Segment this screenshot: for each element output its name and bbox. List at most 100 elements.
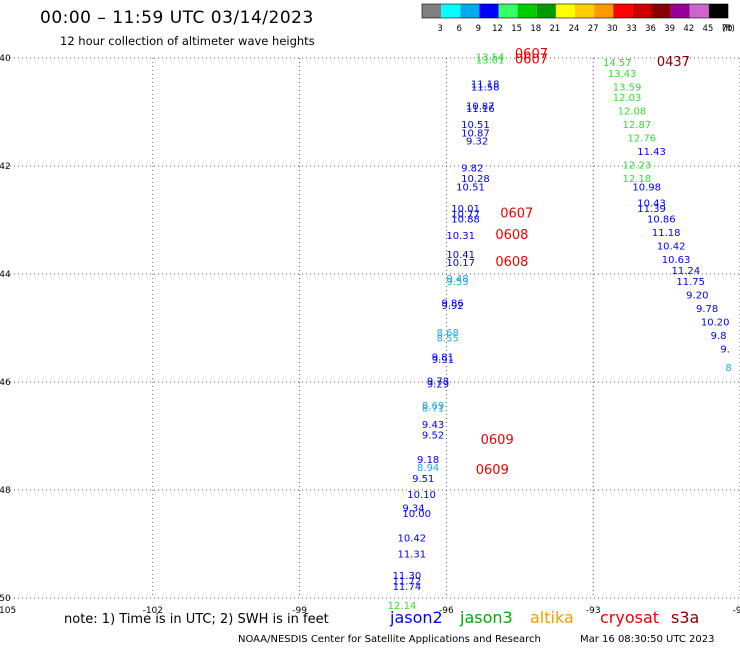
wave-height-label: 9.81 [432,352,454,363]
wave-height-label: 14.57 [603,58,632,69]
wave-height-label: 8 [725,363,731,374]
colorbar-swatch [498,4,518,18]
wave-height-label: 10.77 [451,209,480,220]
legend-jason3: jason3 [460,608,513,627]
chart-subtitle: 12 hour collection of altimeter wave hei… [60,34,315,48]
wave-height-label: 9.32 [466,136,488,147]
wave-height-label: 9.51 [412,474,434,485]
wave-height-label: 12.08 [618,107,647,118]
wave-height-label: 8.69 [422,401,444,412]
colorbar-tick-label: 36 [645,24,656,34]
colorbar-swatch [575,4,595,18]
legend-jason2: jason2 [390,608,443,627]
x-tick-label: -93 [586,606,601,616]
colorbar-tick-label: 33 [626,24,637,34]
wave-height-label: 12.18 [623,174,652,185]
colorbar-tick-label: 15 [511,24,522,34]
colorbar-frame [421,3,729,19]
colorbar-swatch [460,4,480,18]
pass-time-label: 0608 [495,255,528,270]
wave-height-label: 11.16 [466,104,495,115]
wave-height-label: 9.78 [427,377,449,388]
wave-height-label: 9.52 [422,431,444,442]
wave-height-label: 10.98 [632,182,661,193]
y-tick-label: -46 [0,378,11,388]
wave-height-label: 10.20 [701,317,730,328]
wave-height-label: 9.29 [427,379,449,390]
colorbar-tick-label: 6 [457,24,462,34]
pass-time-label: 0607 [500,206,533,221]
wave-height-label: 9.43 [422,420,444,431]
pass-time-label: 0607 [515,52,548,67]
wave-height-label: 11.31 [397,550,426,561]
wave-height-label: 9.8 [711,331,727,342]
wave-height-label: 10.41 [446,250,475,261]
wave-height-label: 8.55 [437,334,459,345]
colorbar-tick-label: 9 [476,24,481,34]
x-tick-label: -99 [292,606,307,616]
colorbar-swatch [441,4,461,18]
wave-height-label: 9.91 [432,355,454,366]
colorbar-tick-label: 27 [588,24,599,34]
pass-time-label: 0608 [495,228,528,243]
wave-height-label: 12.23 [623,161,652,172]
wave-height-label: 10.51 [456,182,485,193]
colorbar-swatch [651,4,671,18]
wave-height-label: 13.43 [608,69,637,80]
y-tick-label: -40 [0,54,11,64]
wave-height-label: 13.54 [476,53,505,64]
colorbar-tick-label: 42 [683,24,694,34]
wave-height-label: 10.86 [647,215,676,226]
wave-height-label: 9.82 [461,163,483,174]
generated-timestamp: Mar 16 08:30:50 UTC 2023 [580,634,715,645]
wave-height-label: 10.01 [451,204,480,215]
wave-height-label: 9.78 [696,304,718,315]
pass-time-label: 0607 [515,47,548,62]
colorbar-unit-label: (ft) [722,24,735,34]
wave-height-label: 12.14 [388,601,417,612]
wave-height-label: 10.42 [657,242,686,253]
colorbar-swatch [708,4,728,18]
wave-height-label: 10.00 [402,509,431,520]
pass-time-label: 0609 [476,463,509,478]
colorbar-swatch [517,4,537,18]
wave-height-label: 11.39 [637,204,666,215]
legend-cryosat: cryosat [600,608,660,627]
wave-height-label: 10.88 [451,215,480,226]
footer-note: note: 1) Time is in UTC; 2) SWH is in fe… [64,612,329,627]
colorbar-tick-label: 24 [569,24,580,34]
y-tick-label: -50 [0,594,11,604]
wave-height-label: 11.24 [671,266,700,277]
chart-title: 00:00 – 11:59 UTC 03/14/2023 [40,8,314,28]
y-tick-label: -48 [0,486,11,496]
wave-height-label: 11.58 [471,82,500,93]
wave-height-label: 8.68 [437,328,459,339]
y-tick-label: -42 [0,162,11,172]
credit-text: NOAA/NESDIS Center for Satellite Applica… [238,634,541,645]
wave-height-label: 12.87 [623,120,652,131]
x-tick-label: -102 [143,606,163,616]
legend-s3a: s3a [671,608,700,627]
wave-height-label: 9.48 [446,274,468,285]
wave-height-label: 10.63 [662,255,691,266]
wave-height-label: 11.72 [393,577,422,588]
wave-height-label: 10.28 [461,174,490,185]
wave-height-label: 10.17 [446,258,475,269]
wave-height-label: 12.03 [613,93,642,104]
colorbar-swatch [594,4,614,18]
wave-height-label: 11.18 [652,228,681,239]
wave-height-label: 11.74 [393,582,422,593]
colorbar-swatch [422,4,442,18]
wave-height-label: 10.51 [461,120,490,131]
y-tick-label: -44 [0,270,11,280]
wave-height-label: 10.87 [461,128,490,139]
wave-height-label: 9.34 [402,504,424,515]
wave-height-label: 11.43 [637,147,666,158]
colorbar-swatch [555,4,575,18]
wave-height-label: 12.76 [627,134,656,145]
colorbar-swatch [632,4,652,18]
colorbar-swatch [613,4,633,18]
wave-height-label: 9.20 [686,290,708,301]
wave-height-label: 10.10 [407,490,436,501]
